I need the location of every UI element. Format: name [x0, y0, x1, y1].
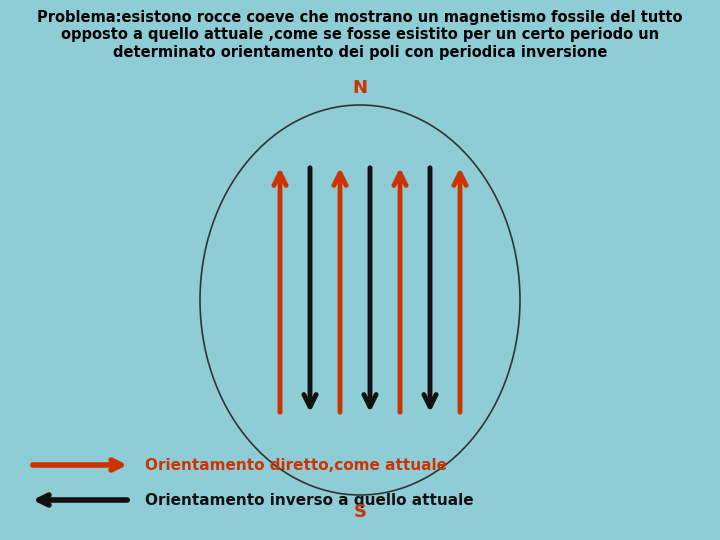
Text: Orientamento inverso a quello attuale: Orientamento inverso a quello attuale: [145, 492, 474, 508]
Text: S: S: [354, 503, 366, 521]
Ellipse shape: [200, 105, 520, 495]
Text: Orientamento diretto,come attuale: Orientamento diretto,come attuale: [145, 457, 447, 472]
Text: N: N: [353, 79, 367, 97]
Text: Problema:esistono rocce coeve che mostrano un magnetismo fossile del tutto
oppos: Problema:esistono rocce coeve che mostra…: [37, 10, 683, 60]
